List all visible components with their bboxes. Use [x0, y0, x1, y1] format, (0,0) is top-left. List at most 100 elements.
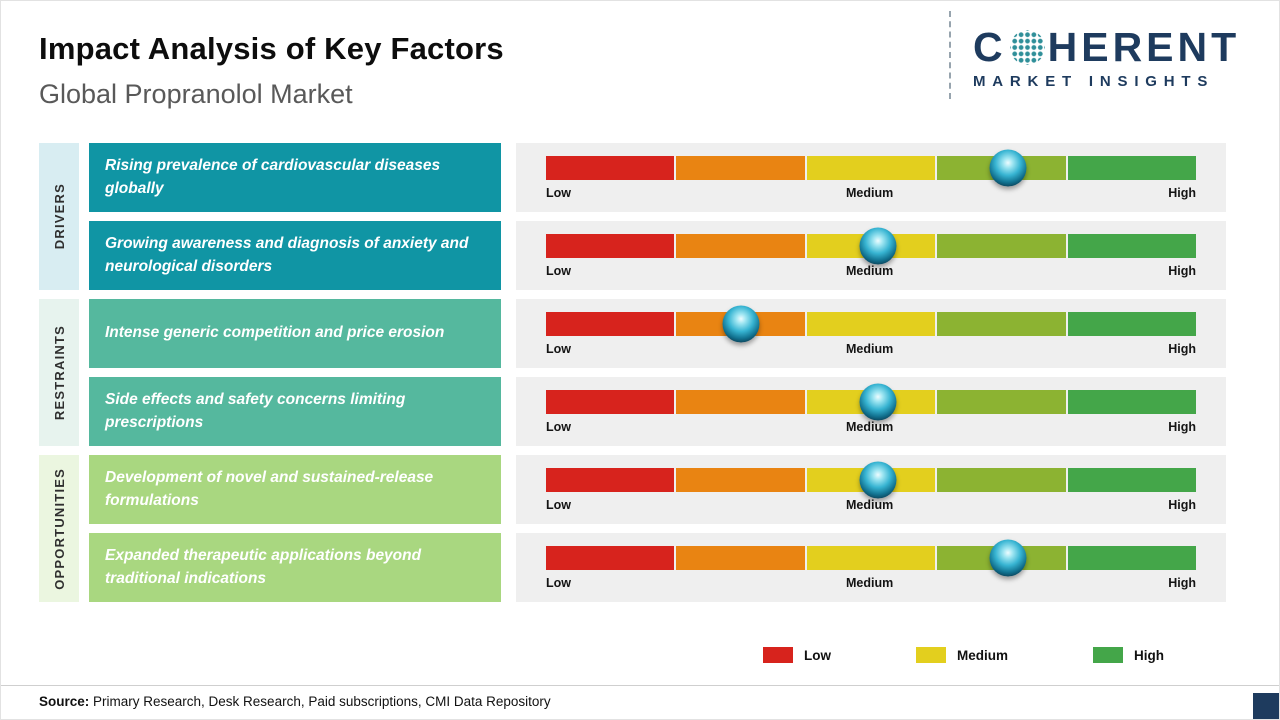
legend-label-high: High: [1134, 647, 1165, 663]
bar-segment-medium: [806, 155, 936, 180]
scale-high-label: High: [1168, 419, 1196, 434]
impact-marker: [722, 305, 760, 342]
impact-bar: [546, 461, 1197, 498]
impact-bar-panel: Low Medium High: [516, 377, 1226, 446]
legend-swatch-medium: [916, 647, 946, 663]
category-restraints: RESTRAINTS Intense generic competition a…: [39, 299, 1226, 446]
impact-bar-panel: Low Medium High: [516, 143, 1226, 212]
header-divider: [949, 11, 951, 99]
bar-segment-low-medium: [676, 545, 805, 570]
scale-low-label: Low: [546, 575, 571, 590]
impact-marker: [859, 383, 896, 420]
legend-swatch-high: [1093, 647, 1124, 663]
impact-bar-panel: Low Medium High: [516, 533, 1226, 602]
category-label: OPPORTUNITIES: [51, 467, 67, 590]
legend-item-medium: Medium: [916, 647, 1008, 663]
factor-box: Side effects and safety concerns limitin…: [89, 377, 501, 446]
legend: Low Medium High: [763, 647, 1164, 663]
category-opportunities: OPPORTUNITIES Development of novel and s…: [39, 455, 1226, 602]
factor-text: Rising prevalence of cardiovascular dise…: [105, 157, 441, 197]
scale-high-label: High: [1168, 185, 1196, 200]
factor-text: Side effects and safety concerns limitin…: [105, 391, 406, 431]
factor-row: Development of novel and sustained-relea…: [89, 455, 1226, 524]
impact-marker: [859, 227, 896, 264]
bar-segment-low: [546, 233, 675, 258]
factor-box: Growing awareness and diagnosis of anxie…: [89, 221, 501, 290]
scale-high-label: High: [1168, 341, 1196, 356]
source-footer: Source: Primary Research, Desk Research,…: [1, 685, 1279, 719]
legend-item-high: High: [1093, 647, 1164, 663]
legend-item-low: Low: [763, 647, 831, 663]
header: Impact Analysis of Key Factors Global Pr…: [39, 31, 504, 110]
brand-name: C HERENT: [973, 27, 1240, 68]
factor-row: Side effects and safety concerns limitin…: [89, 377, 1226, 446]
category-label-strip: DRIVERS: [39, 143, 79, 290]
bar-segment-medium-high: [937, 311, 1066, 336]
factor-text: Development of novel and sustained-relea…: [105, 469, 434, 509]
scale-medium-label: Medium: [845, 185, 894, 200]
bar-segment-high: [1067, 233, 1197, 258]
factor-text: Expanded therapeutic applications beyond…: [105, 547, 422, 587]
bar-segment-low: [546, 545, 675, 570]
bar-segment-high: [1067, 311, 1197, 336]
impact-marker: [859, 461, 896, 498]
page-title: Impact Analysis of Key Factors: [39, 31, 504, 66]
category-label: DRIVERS: [51, 183, 67, 250]
impact-matrix: DRIVERS Rising prevalence of cardiovascu…: [39, 143, 1226, 602]
legend-swatch-low: [763, 647, 793, 663]
scale-low-label: Low: [546, 341, 571, 356]
bar-segment-low-medium: [676, 233, 805, 258]
globe-icon: [1009, 30, 1045, 65]
scale-high-label: High: [1168, 497, 1196, 512]
bar-segment-medium-high: [937, 233, 1066, 258]
page-subtitle: Global Propranolol Market: [39, 79, 353, 109]
scale-low-label: Low: [546, 185, 571, 200]
bar-segment-high: [1067, 389, 1197, 414]
impact-bar: [546, 539, 1197, 576]
factor-text: Growing awareness and diagnosis of anxie…: [105, 235, 469, 275]
bar-segment-low: [546, 389, 675, 414]
brand-tagline: MARKET INSIGHTS: [973, 73, 1215, 90]
scale-high-label: High: [1168, 575, 1196, 590]
impact-bar: [546, 383, 1197, 420]
impact-bar: [546, 227, 1197, 264]
scale-medium-label: Medium: [845, 341, 894, 356]
category-label-strip: RESTRAINTS: [39, 299, 79, 446]
source-label: Source:: [39, 694, 90, 709]
bar-segment-high: [1067, 467, 1197, 492]
category-drivers: DRIVERS Rising prevalence of cardiovascu…: [39, 143, 1226, 290]
bar-segment-medium: [806, 545, 936, 570]
category-label-strip: OPPORTUNITIES: [39, 455, 79, 602]
source-text: Primary Research, Desk Research, Paid su…: [89, 694, 551, 709]
scale-low-label: Low: [546, 263, 571, 278]
scale-low-label: Low: [546, 497, 571, 512]
factor-box: Rising prevalence of cardiovascular dise…: [89, 143, 501, 212]
bar-segment-medium-high: [937, 467, 1066, 492]
category-label: RESTRAINTS: [51, 324, 67, 421]
brand-suffix: HERENT: [1047, 24, 1241, 70]
bar-segment-high: [1067, 155, 1197, 180]
legend-label-medium: Medium: [957, 647, 1009, 663]
bar-segment-low-medium: [676, 467, 805, 492]
bar-segment-low: [546, 155, 675, 180]
scale-high-label: High: [1168, 263, 1196, 278]
bar-segment-medium-high: [937, 389, 1066, 414]
bar-segment-high: [1067, 545, 1197, 570]
factor-text: Intense generic competition and price er…: [105, 324, 445, 342]
bar-segment-low-medium: [676, 389, 805, 414]
impact-bar: [546, 149, 1197, 186]
scale-medium-label: Medium: [845, 419, 894, 434]
factor-row: Rising prevalence of cardiovascular dise…: [89, 143, 1226, 212]
brand-logo: C HERENT MARKET INSIGHTS: [973, 27, 1240, 91]
impact-bar-panel: Low Medium High: [516, 455, 1226, 524]
brand-prefix: C: [973, 24, 1007, 70]
bar-segment-low: [546, 311, 675, 336]
impact-marker: [989, 149, 1026, 186]
corner-accent: [1253, 693, 1279, 719]
factor-row: Expanded therapeutic applications beyond…: [89, 533, 1226, 602]
impact-bar-panel: Low Medium High: [516, 221, 1226, 290]
factor-box: Intense generic competition and price er…: [89, 299, 501, 368]
scale-medium-label: Medium: [845, 575, 894, 590]
legend-label-low: Low: [804, 647, 831, 663]
